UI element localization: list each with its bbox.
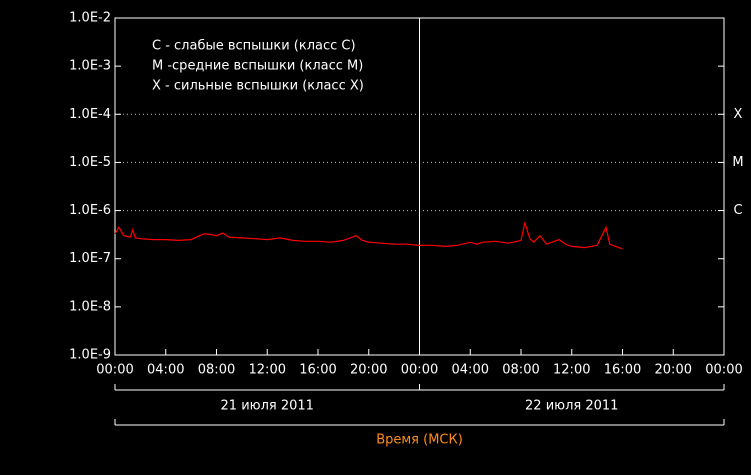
x-tick-label: 00:00 <box>401 363 438 378</box>
legend-note: C - слабые вспышки (класс C) <box>152 39 356 54</box>
x-tick-label: 04:00 <box>452 363 489 378</box>
x-axis-label: Время (МСК) <box>376 433 463 448</box>
date-label: 21 июля 2011 <box>221 399 314 414</box>
x-tick-label: 16:00 <box>299 363 336 378</box>
x-tick-label: 00:00 <box>705 363 742 378</box>
legend-note: X - сильные вспышки (класс X) <box>152 79 364 94</box>
y-tick-label: 1.0E-6 <box>69 203 111 218</box>
y-tick-label: 1.0E-7 <box>69 251 111 266</box>
y-tick-label: 1.0E-8 <box>69 299 111 314</box>
legend-note: M -средние вспышки (класс M) <box>152 59 363 74</box>
x-tick-label: 00:00 <box>96 363 133 378</box>
y-tick-label: 1.0E-2 <box>69 11 111 26</box>
x-tick-label: 04:00 <box>147 363 184 378</box>
date-label: 22 июля 2011 <box>525 399 618 414</box>
x-tick-label: 12:00 <box>249 363 286 378</box>
threshold-label: C <box>733 203 742 218</box>
x-tick-label: 08:00 <box>198 363 235 378</box>
x-tick-label: 08:00 <box>502 363 539 378</box>
y-tick-label: 1.0E-9 <box>69 348 111 363</box>
y-tick-label: 1.0E-5 <box>69 155 111 170</box>
x-tick-label: 20:00 <box>350 363 387 378</box>
threshold-label: X <box>734 107 743 122</box>
y-tick-label: 1.0E-3 <box>69 59 111 74</box>
data-line <box>114 220 623 250</box>
x-tick-label: 16:00 <box>604 363 641 378</box>
x-tick-label: 12:00 <box>553 363 590 378</box>
y-tick-label: 1.0E-4 <box>69 107 111 122</box>
x-tick-label: 20:00 <box>655 363 692 378</box>
threshold-label: M <box>732 155 743 170</box>
